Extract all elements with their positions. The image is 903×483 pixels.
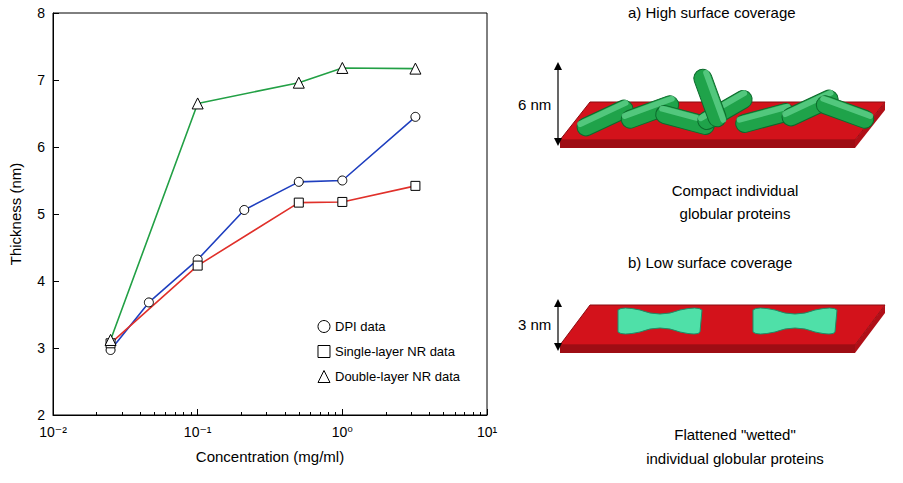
svg-text:2: 2 <box>37 407 45 423</box>
svg-text:Flattened "wetted": Flattened "wetted" <box>674 426 796 443</box>
svg-text:3: 3 <box>37 340 45 356</box>
svg-text:b) Low surface coverage: b) Low surface coverage <box>628 254 792 271</box>
svg-text:10¹: 10¹ <box>477 424 498 440</box>
svg-text:Double-layer NR data: Double-layer NR data <box>335 369 461 384</box>
svg-text:10⁻¹: 10⁻¹ <box>184 424 212 440</box>
svg-text:Concentration (mg/ml): Concentration (mg/ml) <box>196 448 344 465</box>
svg-text:globular proteins: globular proteins <box>680 205 791 222</box>
svg-text:Thickness (nm): Thickness (nm) <box>7 163 24 266</box>
svg-text:6 nm: 6 nm <box>518 96 551 113</box>
svg-text:individual globular proteins: individual globular proteins <box>646 450 824 467</box>
svg-text:a) High surface coverage: a) High surface coverage <box>628 4 796 21</box>
svg-text:3 nm: 3 nm <box>518 316 551 333</box>
svg-text:5: 5 <box>37 206 45 222</box>
svg-text:7: 7 <box>37 72 45 88</box>
svg-text:4: 4 <box>37 273 45 289</box>
svg-text:10⁰: 10⁰ <box>332 424 354 440</box>
svg-text:6: 6 <box>37 139 45 155</box>
svg-text:Compact individual: Compact individual <box>672 182 799 199</box>
svg-text:10⁻²: 10⁻² <box>39 424 67 440</box>
svg-text:Single-layer NR data: Single-layer NR data <box>335 344 456 359</box>
svg-text:DPI data: DPI data <box>335 319 386 334</box>
svg-text:8: 8 <box>37 5 45 21</box>
